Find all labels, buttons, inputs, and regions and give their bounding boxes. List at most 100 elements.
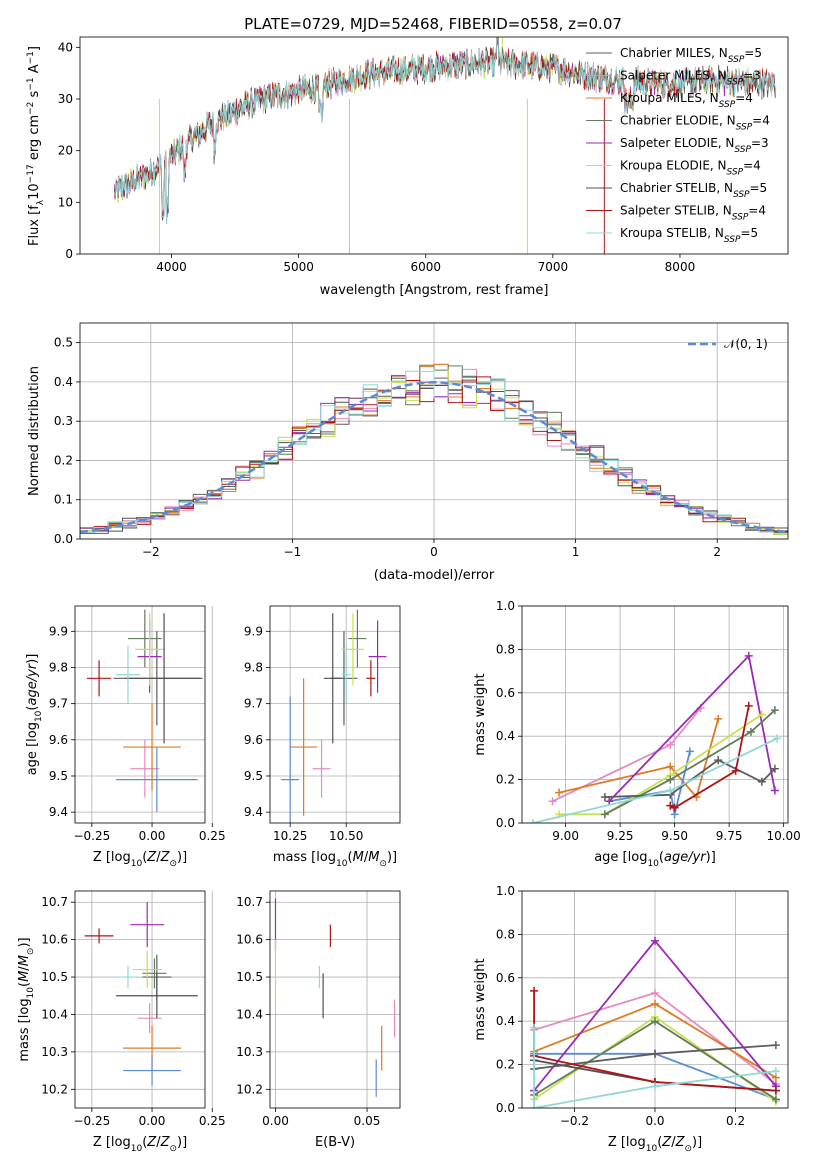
label-part: )]	[25, 654, 40, 664]
weight-line	[559, 713, 763, 816]
label-part: )]	[177, 850, 187, 865]
label-part: Z	[160, 1135, 171, 1150]
label-part: Flux [f	[27, 205, 42, 246]
y-tick-label: 9.7	[49, 697, 68, 711]
legend-entry: 𝒩(0, 1)	[724, 337, 768, 351]
x-tick-label: 2	[713, 545, 721, 559]
legend-entry: Kroupa MILES, NSSP=4	[620, 91, 753, 110]
legend-text: Salpeter STELIB, N	[620, 204, 732, 218]
x-tick-label: 0.2	[726, 1114, 745, 1128]
legend-n: =5	[750, 181, 768, 195]
label-part: ]	[27, 46, 42, 51]
label-part: )]	[706, 850, 716, 865]
y-tick-label: 10.3	[236, 1045, 263, 1059]
label-part: /	[17, 966, 32, 971]
axes-frame	[79, 322, 789, 540]
weight-marker	[770, 764, 779, 773]
label-part: Z [log	[93, 850, 131, 865]
weight-marker	[770, 786, 779, 795]
weight-vs-metallicity-panel: −0.2 0.0 0.20.00.20.40.60.81.0Z [log10(Z/Z…	[473, 884, 789, 1154]
weight-marker	[771, 1067, 780, 1076]
label-part: −2	[26, 102, 36, 115]
y-tick-label: 0.4	[496, 729, 515, 743]
legend-text: Salpeter MILES, N	[620, 69, 727, 83]
weight-marker	[714, 756, 723, 765]
label-part: ⊙	[379, 859, 387, 869]
weight-marker	[746, 727, 755, 736]
y-tick-label: 0.3	[54, 414, 73, 428]
weight-marker	[731, 766, 740, 775]
label-part: ⊙	[169, 859, 177, 869]
y-tick-label: 1.0	[496, 884, 515, 898]
label-part: )]	[17, 937, 32, 947]
weight-vs-age-panel: 9.00 9.25 9.50 9.75 10.00 0.0 0.2 0.4 0.6 0.8 1.0 a…	[473, 599, 801, 869]
age-vs-mass-panel: 10.25 10.50 9.4 9.5 9.6 9.7 9.8 9.9 mass [log10(…	[244, 605, 401, 869]
x-tick-label: 0.05	[354, 1114, 381, 1128]
weight-marker	[757, 710, 766, 719]
x-tick-label: 6000	[410, 260, 441, 274]
legend-sub: SSP	[733, 190, 750, 200]
weight-marker	[651, 988, 659, 997]
weight-marker	[548, 797, 557, 806]
y-tick-label: 10	[58, 195, 73, 209]
x-tick-label: 1	[572, 545, 580, 559]
y-tick-label: 10.6	[41, 933, 68, 947]
x-tick-label: 7000	[538, 260, 569, 274]
label-part: M	[368, 850, 379, 865]
label-part: /	[364, 850, 369, 865]
y-tick-label: 9.5	[244, 769, 263, 783]
y-tick-label: 9.5	[49, 769, 68, 783]
x-tick-label: 0.00	[262, 1114, 289, 1128]
legend-entry: Salpeter ELODIE, NSSP=3	[620, 136, 769, 155]
weight-marker	[651, 936, 659, 945]
y-tick-label: 0.6	[496, 686, 515, 700]
plot-area	[274, 898, 396, 1097]
label-part: (	[657, 1135, 662, 1150]
plot-area	[87, 609, 203, 813]
y-tick-label: 0.2	[54, 453, 73, 467]
x-axis-label: mass [log10(M/M⊙)]	[273, 850, 397, 869]
legend-text: Kroupa ELODIE, N	[620, 159, 727, 173]
y-tick-label: 10.7	[41, 895, 68, 909]
legend-text: Kroupa MILES, N	[620, 91, 719, 105]
x-axis-label: Z [log10(Z/Z⊙)]	[608, 1135, 702, 1154]
weight-marker	[555, 788, 564, 797]
label-part: 10	[647, 859, 659, 869]
x-tick-label: 10.50	[329, 829, 363, 843]
y-tick-label: 0.8	[496, 642, 515, 656]
x-tick-label: 4000	[156, 260, 187, 274]
normal-curve	[80, 381, 788, 534]
weight-marker	[600, 792, 609, 801]
y-tick-label: 9.8	[49, 660, 68, 674]
weight-marker	[714, 714, 723, 723]
label-part: Z	[146, 1135, 157, 1150]
legend-sub: SSP	[734, 145, 751, 155]
x-tick-label: 0.0	[645, 1114, 664, 1128]
mass-vs-metallicity-panel: −0.25 0.00 0.25 10.2 10.3 10.4 10.5 10.6 10.7 Z […	[17, 890, 226, 1154]
y-tick-label: 10.2	[41, 1082, 68, 1096]
legend-n: =5	[744, 46, 762, 60]
x-axis-label: (data-model)/error	[374, 568, 495, 583]
legend-n: =4	[748, 204, 766, 218]
residuals-panel: −2 −1 0 1 2 0.0 0.1 0.2 0.3 0.4 0.5 𝒩(0, 1) (data-mo…	[27, 322, 789, 583]
axes-frame	[74, 605, 206, 824]
label-part: /	[156, 1135, 161, 1150]
label-part: /	[156, 850, 161, 865]
y-tick-label: 10.4	[41, 1007, 68, 1021]
x-tick-label: −1	[284, 545, 302, 559]
label-part: (	[25, 706, 40, 711]
label-part: 10	[336, 859, 348, 869]
label-part: 10	[27, 183, 42, 200]
legend-entry: Kroupa ELODIE, NSSP=4	[620, 159, 761, 178]
weight-line	[669, 705, 750, 809]
x-tick-label: 5000	[283, 260, 314, 274]
label-part: mass [log	[17, 998, 32, 1061]
x-tick-label: 0.25	[199, 829, 226, 843]
axes-frame	[269, 890, 401, 1109]
x-tick-label: 9.75	[716, 829, 743, 843]
label-part: −1	[26, 51, 36, 64]
spectrum-spike	[500, 37, 504, 58]
x-tick-label: 0.25	[199, 1114, 226, 1128]
legend-sub: SSP	[728, 55, 745, 65]
plot-area	[80, 363, 788, 539]
